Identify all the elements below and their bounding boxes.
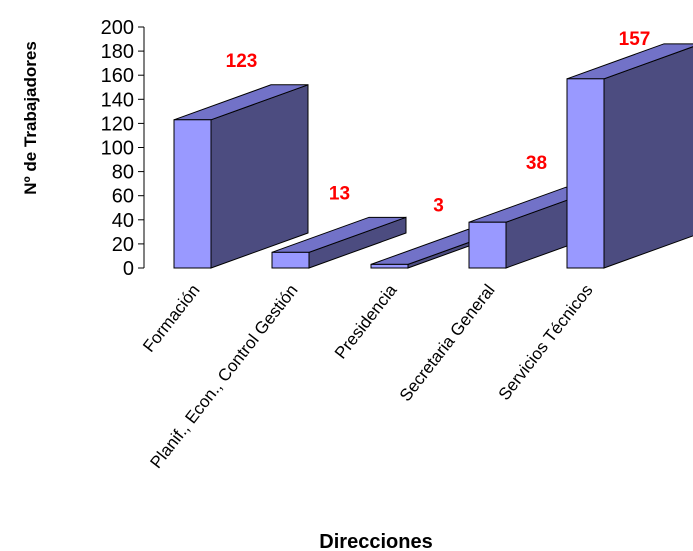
- y-tick-label: 120: [101, 113, 134, 135]
- y-tick-label: 160: [101, 65, 134, 87]
- y-axis-title: Nº de Trabajadores: [21, 41, 40, 195]
- category-label-presidencia: Presidencia: [331, 280, 401, 362]
- category-label-secretaria-general: Secretaria General: [396, 281, 499, 405]
- category-label-formacion: Formación: [139, 281, 203, 356]
- bar-front-face: [468, 221, 507, 269]
- bar-front-face: [271, 251, 310, 269]
- y-tick-label: 200: [101, 17, 134, 39]
- y-tick-label: 60: [112, 186, 134, 208]
- data-labels: 123 13 3 38 157: [226, 29, 651, 216]
- y-tick-label: 0: [123, 258, 134, 280]
- bar-formacion: [173, 84, 309, 269]
- x-axis-title: Direcciones: [319, 531, 432, 551]
- category-label-servicios-tecnicos: Servicios Técnicos: [495, 281, 597, 404]
- data-label-presidencia: 3: [433, 195, 444, 216]
- y-tick-label: 140: [101, 89, 134, 111]
- y-tick-label: 20: [112, 234, 134, 256]
- data-label-planif-econ-control-gestion: 13: [329, 183, 350, 204]
- bar-servicios-tecnicos: [566, 43, 693, 269]
- y-tick-label: 80: [112, 162, 134, 184]
- bars: [173, 43, 693, 269]
- bar-front-face: [370, 263, 409, 269]
- bar-front-face: [173, 119, 212, 269]
- y-tick-label: 100: [101, 138, 134, 160]
- bar-front-face: [566, 78, 605, 269]
- y-tick-label: 40: [112, 210, 134, 232]
- data-label-formacion: 123: [226, 51, 258, 72]
- data-label-servicios-tecnicos: 157: [619, 29, 651, 50]
- y-tick-label: 180: [101, 41, 134, 63]
- bar-side-face: [603, 46, 693, 269]
- bar-planif-econ-control-gestion: [271, 216, 407, 269]
- data-label-secretaria-general: 38: [526, 153, 547, 174]
